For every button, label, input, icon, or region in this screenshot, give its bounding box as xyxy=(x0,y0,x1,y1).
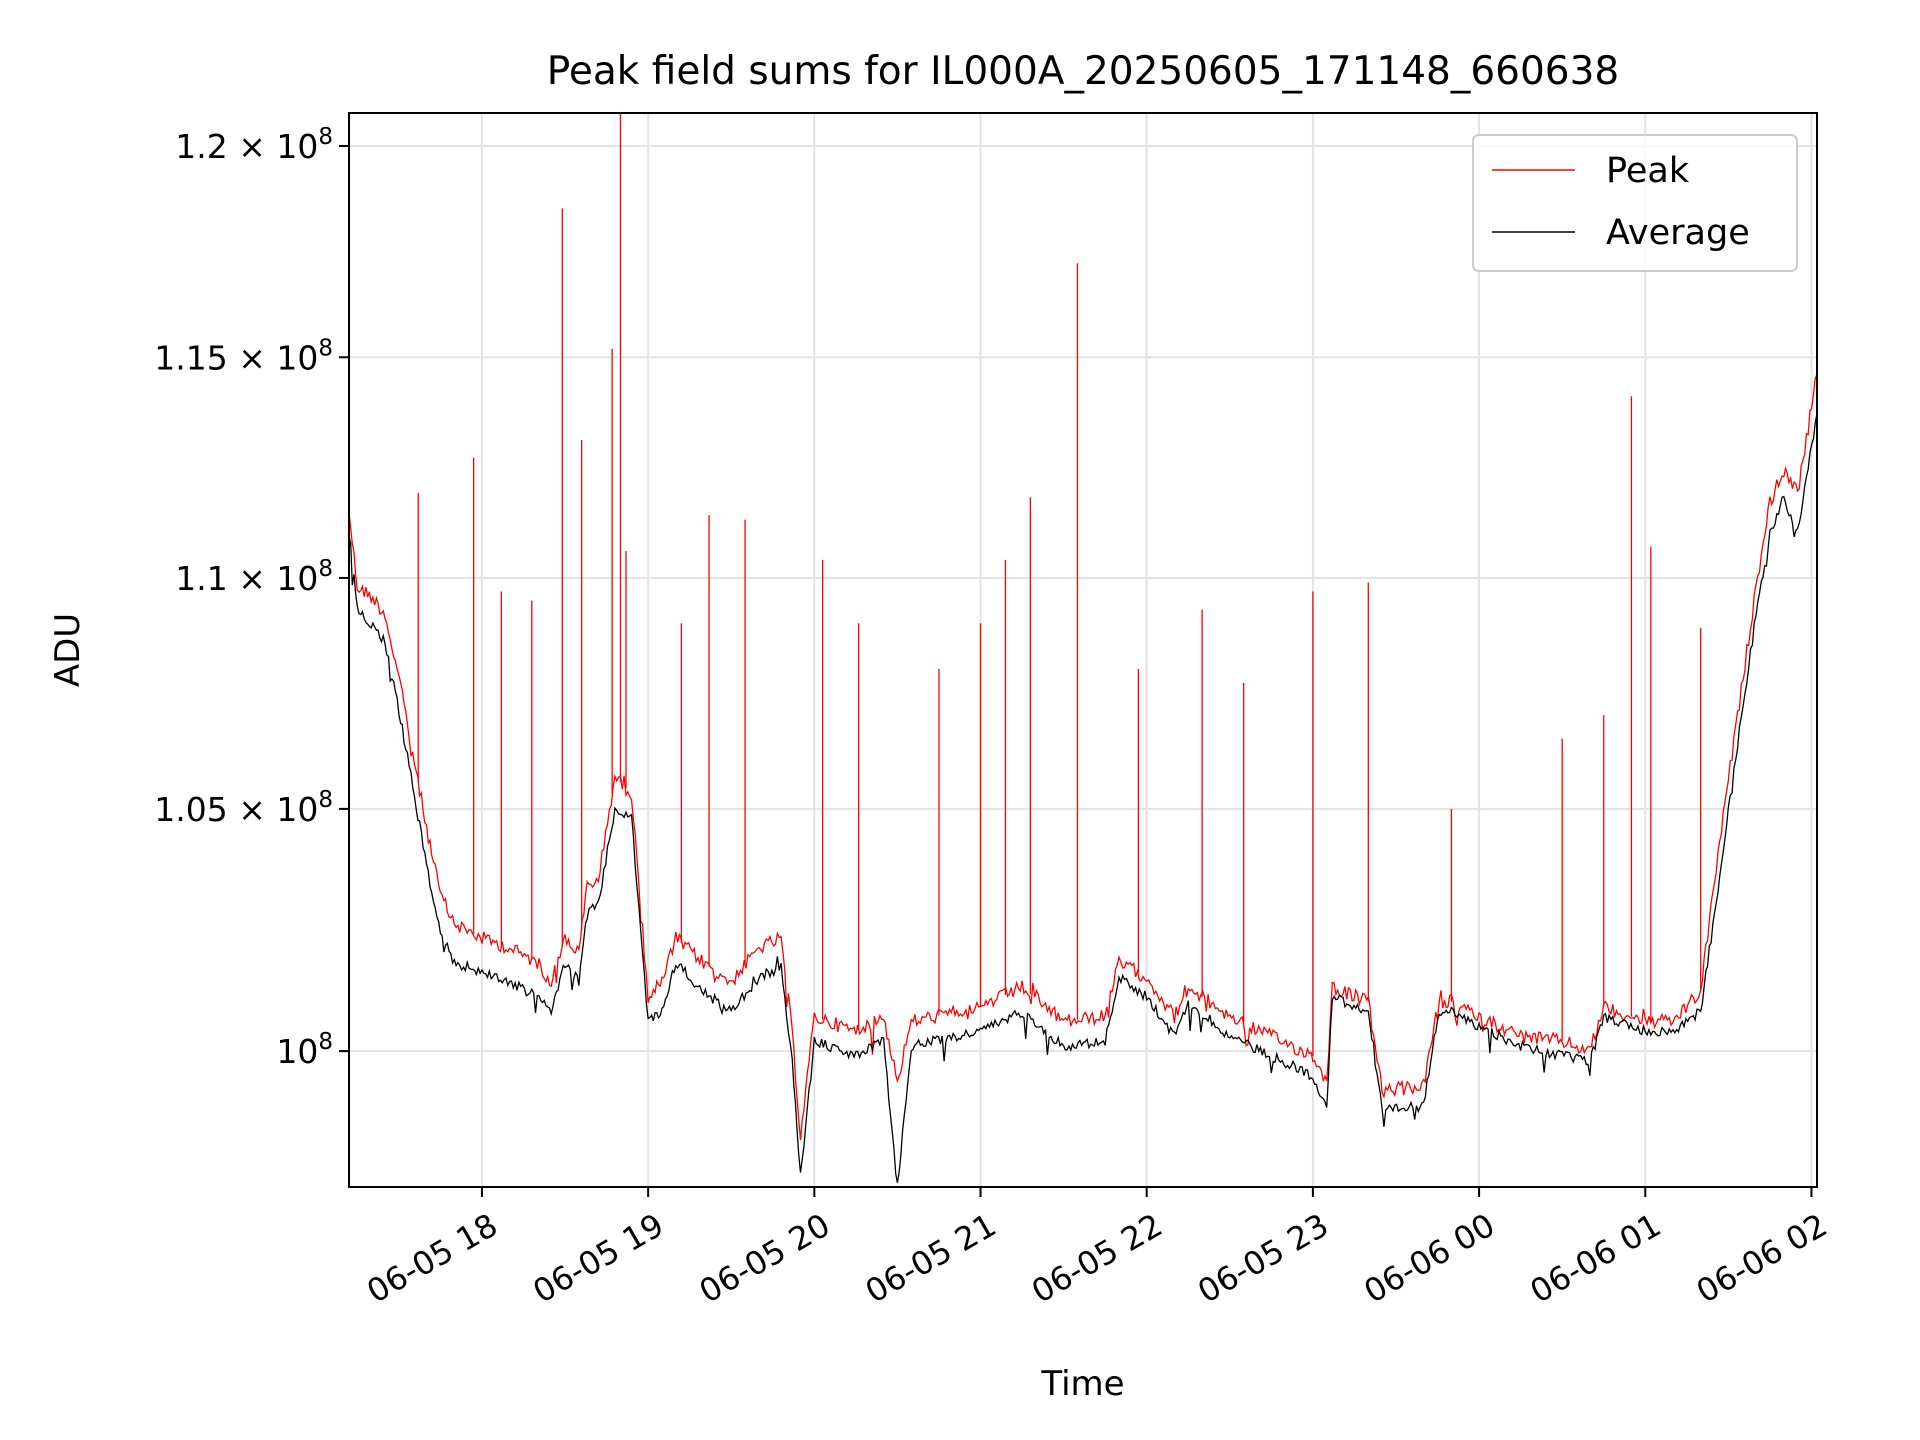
legend: Peak Average xyxy=(1472,134,1798,272)
grid xyxy=(349,113,1817,1187)
plot-frame xyxy=(348,112,1818,1188)
y-tick-label: 1.05 × 108 xyxy=(154,787,333,829)
y-axis-label: ADU xyxy=(48,613,88,687)
legend-frame xyxy=(1472,134,1798,272)
y-tick-label: 1.2 × 108 xyxy=(175,124,333,166)
y-tick-label: 1.15 × 108 xyxy=(154,335,333,377)
legend-average-label: Average xyxy=(1606,213,1750,253)
series-average-line xyxy=(349,413,1817,1183)
x-axis-label: Time xyxy=(1040,1364,1124,1404)
y-tick-label: 1.1 × 108 xyxy=(175,556,333,598)
y-tick-label: 108 xyxy=(276,1029,333,1071)
series-layer xyxy=(349,113,1817,1183)
series-peak-line xyxy=(349,374,1817,1141)
legend-peak-label: Peak xyxy=(1606,151,1690,191)
y-axis-ticks: 108 1.05 × 108 1.1 × 108 1.15 × 108 1.2 × 10… xyxy=(154,124,349,1071)
chart-title: Peak field sums for IL000A_20250605_1711… xyxy=(547,49,1619,94)
